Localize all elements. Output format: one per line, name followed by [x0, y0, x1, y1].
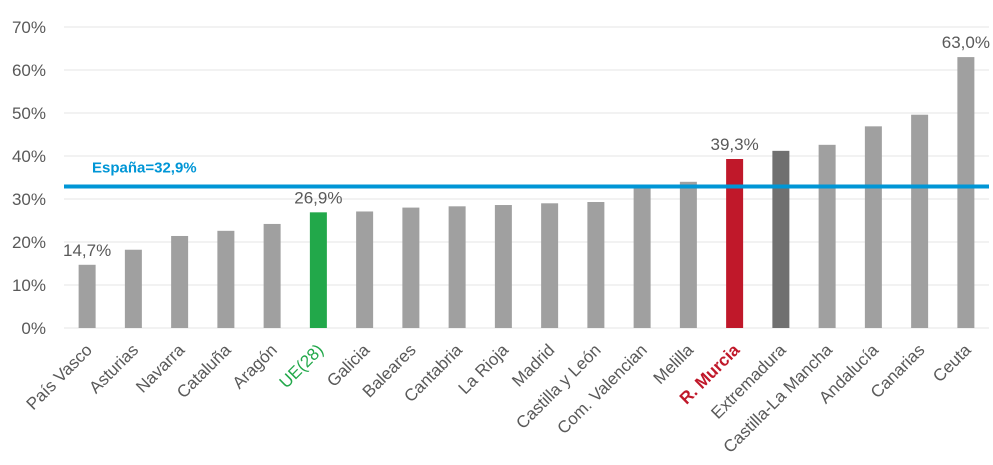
- bar-navarra: [171, 235, 189, 328]
- y-tick-label: 60%: [12, 61, 46, 80]
- y-axis: 0% 10% 20% 30% 40% 50% 60% 70%: [12, 18, 46, 338]
- bar-baleares: [402, 207, 420, 328]
- x-tick-label: Asturias: [85, 340, 142, 397]
- bar-castilla-y-le-n: [587, 202, 605, 328]
- bar-melilla: [679, 181, 697, 328]
- bar-cantabria: [448, 206, 466, 328]
- bar-ceuta: [957, 57, 975, 328]
- y-tick-label: 30%: [12, 190, 46, 209]
- y-tick-label: 70%: [12, 18, 46, 37]
- bar-ue-28-: [309, 212, 327, 328]
- bar-com-valencian: [633, 186, 651, 328]
- bar-galicia: [356, 211, 374, 328]
- data-label: 63,0%: [942, 33, 990, 52]
- bar-asturias: [124, 249, 142, 328]
- bar-canarias: [911, 114, 929, 328]
- data-label: 26,9%: [294, 188, 342, 207]
- y-tick-label: 50%: [12, 104, 46, 123]
- x-tick-label: País Vasco: [23, 340, 96, 413]
- bar-pa-s-vasco: [78, 264, 96, 328]
- x-tick-label: UE(28): [276, 340, 328, 392]
- bar-madrid: [541, 203, 559, 328]
- bar-castilla-la-mancha: [818, 144, 836, 328]
- data-labels: 14,7% 26,9% 39,3% 63,0%: [63, 33, 990, 260]
- bars: [78, 57, 975, 328]
- bar-arag-n: [263, 223, 281, 328]
- x-tick-label: La Rioja: [455, 340, 513, 398]
- reference-line-label: España=32,9%: [92, 160, 197, 177]
- bar-r-murcia: [726, 159, 744, 328]
- x-axis: País VascoAsturiasNavarraCataluñaAragónU…: [23, 340, 975, 457]
- gridlines: [64, 26, 989, 329]
- x-tick-label: Ceuta: [929, 340, 975, 386]
- data-label: 14,7%: [63, 241, 111, 260]
- bar-la-rioja: [494, 205, 512, 328]
- bar-catalu-a: [217, 230, 235, 328]
- data-label: 39,3%: [711, 135, 759, 154]
- reference-line-group: España=32,9%: [64, 160, 989, 189]
- bar-extremadura: [772, 150, 790, 328]
- y-tick-label: 10%: [12, 276, 46, 295]
- x-tick-label: Aragón: [229, 340, 281, 392]
- y-tick-label: 0%: [21, 319, 46, 338]
- y-tick-label: 40%: [12, 147, 46, 166]
- bar-andaluc-a: [864, 126, 882, 328]
- y-tick-label: 20%: [12, 233, 46, 252]
